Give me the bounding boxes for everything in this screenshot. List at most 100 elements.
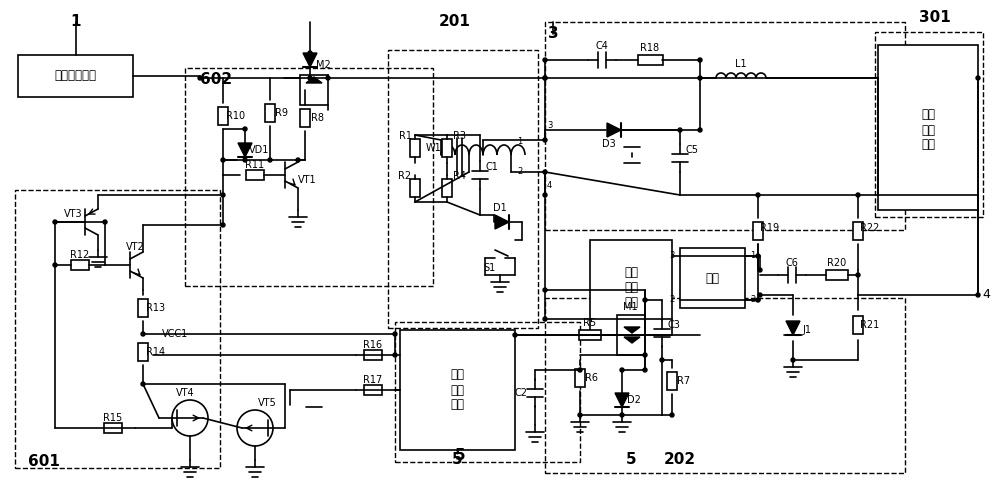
- Text: R18: R18: [640, 43, 660, 53]
- Text: D2: D2: [627, 395, 641, 405]
- Text: R11: R11: [245, 160, 265, 170]
- Circle shape: [543, 193, 547, 197]
- Bar: [71, 260, 89, 270]
- Polygon shape: [607, 123, 621, 137]
- Circle shape: [141, 332, 145, 336]
- Text: M1: M1: [623, 302, 637, 312]
- Text: VT1: VT1: [298, 175, 316, 185]
- Circle shape: [141, 382, 145, 386]
- Circle shape: [393, 332, 397, 336]
- Text: 3: 3: [670, 251, 675, 261]
- Circle shape: [243, 127, 247, 131]
- Bar: [590, 240, 672, 335]
- Circle shape: [756, 298, 760, 302]
- Text: 2: 2: [750, 295, 755, 304]
- Circle shape: [578, 368, 582, 372]
- Text: S1: S1: [484, 263, 496, 273]
- Text: R7: R7: [677, 376, 691, 386]
- Text: 2: 2: [670, 295, 675, 304]
- Text: VT2: VT2: [126, 242, 144, 252]
- Polygon shape: [615, 393, 629, 407]
- Text: R13: R13: [146, 303, 166, 313]
- Circle shape: [103, 220, 107, 224]
- Text: W1: W1: [426, 143, 442, 153]
- Bar: [545, 298, 905, 473]
- Polygon shape: [303, 53, 317, 67]
- Bar: [185, 68, 433, 286]
- Bar: [364, 350, 382, 360]
- Text: 稳压
变换
单元: 稳压 变换 单元: [921, 108, 935, 151]
- Circle shape: [221, 223, 225, 227]
- Bar: [667, 372, 677, 390]
- Polygon shape: [238, 143, 252, 157]
- Text: VT3: VT3: [64, 209, 82, 219]
- Bar: [410, 179, 420, 197]
- Bar: [680, 248, 745, 308]
- Circle shape: [698, 128, 702, 132]
- Text: 301: 301: [919, 10, 951, 25]
- Text: 5: 5: [452, 452, 463, 467]
- Text: VD1: VD1: [249, 145, 269, 155]
- Text: R4: R4: [452, 171, 466, 181]
- Circle shape: [543, 76, 547, 80]
- Circle shape: [53, 220, 57, 224]
- Circle shape: [698, 58, 702, 62]
- Text: R20: R20: [827, 258, 847, 268]
- Circle shape: [758, 293, 762, 297]
- Text: R2: R2: [398, 171, 412, 181]
- Text: R1: R1: [398, 131, 412, 141]
- Text: VT5: VT5: [258, 398, 276, 408]
- Bar: [300, 109, 310, 127]
- Text: 4: 4: [547, 180, 552, 190]
- Bar: [442, 179, 452, 197]
- Circle shape: [856, 193, 860, 197]
- Text: 4: 4: [982, 289, 990, 301]
- Polygon shape: [495, 215, 509, 229]
- Text: R19: R19: [760, 223, 780, 233]
- Bar: [364, 385, 382, 395]
- Text: 光耦: 光耦: [706, 271, 720, 285]
- Text: L1: L1: [735, 59, 747, 69]
- Text: 2: 2: [517, 168, 523, 176]
- Bar: [579, 330, 601, 340]
- Circle shape: [856, 273, 860, 277]
- Circle shape: [221, 193, 225, 197]
- Text: 1: 1: [750, 251, 755, 261]
- Bar: [853, 222, 863, 240]
- Circle shape: [543, 317, 547, 321]
- Text: R3: R3: [452, 131, 466, 141]
- Circle shape: [643, 368, 647, 372]
- Polygon shape: [624, 327, 640, 333]
- Text: R10: R10: [226, 111, 246, 121]
- Circle shape: [756, 254, 760, 258]
- Text: C2: C2: [514, 388, 528, 398]
- Text: C4: C4: [596, 41, 608, 51]
- Text: R15: R15: [103, 413, 123, 423]
- Circle shape: [698, 76, 702, 80]
- Circle shape: [53, 263, 57, 267]
- Bar: [18, 55, 133, 97]
- Bar: [878, 45, 978, 210]
- Circle shape: [543, 138, 547, 142]
- Circle shape: [326, 76, 330, 80]
- Text: R5: R5: [583, 318, 597, 328]
- Bar: [218, 107, 228, 125]
- Text: 3: 3: [547, 121, 552, 129]
- Circle shape: [543, 170, 547, 174]
- Polygon shape: [786, 321, 800, 335]
- Text: R9: R9: [276, 108, 288, 118]
- Text: R12: R12: [70, 250, 90, 260]
- Text: C3: C3: [668, 320, 680, 330]
- Bar: [826, 270, 848, 280]
- Text: J1: J1: [802, 325, 812, 335]
- Circle shape: [296, 158, 300, 162]
- Text: R17: R17: [363, 375, 383, 385]
- Circle shape: [643, 298, 647, 302]
- Text: 5: 5: [455, 447, 465, 463]
- Circle shape: [198, 76, 202, 80]
- Circle shape: [791, 358, 795, 362]
- Bar: [545, 22, 905, 230]
- Text: 601: 601: [28, 455, 60, 469]
- Circle shape: [393, 353, 397, 357]
- Text: 1: 1: [70, 15, 81, 29]
